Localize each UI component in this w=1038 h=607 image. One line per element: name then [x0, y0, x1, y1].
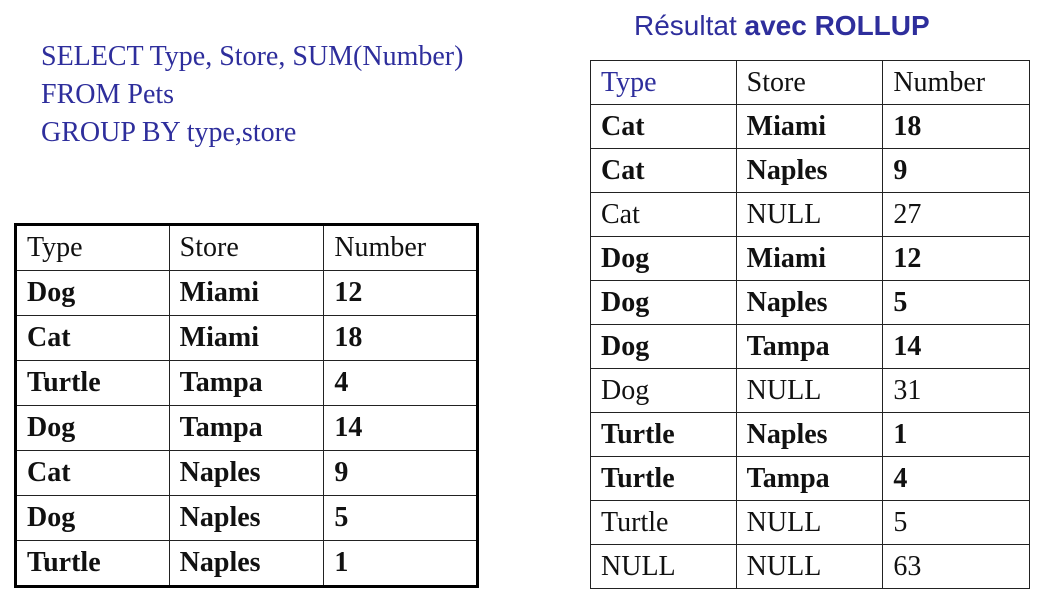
sql-line-select: SELECT Type, Store, SUM(Number): [41, 41, 464, 72]
cell-store: Naples: [168, 450, 325, 496]
cell-number: 18: [323, 315, 478, 361]
cell-store: Tampa: [735, 324, 884, 369]
result-title-suffix: avec ROLLUP: [744, 10, 930, 41]
cell-number: 5: [882, 500, 1030, 545]
table-header-row: Type Store Number: [15, 224, 478, 271]
table-row-subtotal: Dog NULL 31: [590, 368, 1030, 413]
cell-number: 14: [882, 324, 1030, 369]
sql-line-from: FROM Pets: [41, 79, 175, 110]
column-header-number: Number: [882, 60, 1030, 105]
cell-number: 31: [882, 368, 1030, 413]
cell-number: 9: [882, 148, 1030, 193]
cell-store: Naples: [168, 540, 325, 587]
cell-type: Dog: [590, 368, 737, 413]
table-row: Cat Miami 18: [15, 315, 478, 361]
cell-store: Naples: [168, 495, 325, 541]
cell-type: Dog: [15, 495, 170, 541]
cell-store: Naples: [735, 280, 884, 325]
cell-number: 5: [323, 495, 478, 541]
cell-store: Naples: [735, 148, 884, 193]
cell-store: Tampa: [168, 405, 325, 451]
cell-type: Dog: [590, 236, 737, 281]
column-header-type: Type: [590, 60, 737, 105]
cell-type: Turtle: [590, 456, 737, 501]
table-row: Dog Tampa 14: [590, 324, 1030, 369]
cell-number: 18: [882, 104, 1030, 149]
table-row: Dog Tampa 14: [15, 405, 478, 451]
cell-type: Turtle: [590, 500, 737, 545]
cell-store: Naples: [735, 412, 884, 457]
table-row: Turtle Tampa 4: [15, 360, 478, 406]
cell-store: NULL: [735, 368, 884, 413]
table-row: Dog Naples 5: [590, 280, 1030, 325]
column-header-store: Store: [168, 224, 325, 271]
sql-line-groupby: GROUP BY type,store: [41, 117, 297, 148]
cell-type: Dog: [15, 270, 170, 316]
cell-number: 12: [323, 270, 478, 316]
table-row-grand-total: NULL NULL 63: [590, 544, 1030, 589]
table-row: Cat Naples 9: [590, 148, 1030, 193]
cell-number: 5: [882, 280, 1030, 325]
cell-type: Dog: [590, 324, 737, 369]
column-header-store: Store: [735, 60, 884, 105]
table-row: Turtle Naples 1: [15, 540, 478, 587]
cell-store: NULL: [735, 500, 884, 545]
column-header-number: Number: [323, 224, 478, 271]
cell-number: 9: [323, 450, 478, 496]
table-row: Dog Miami 12: [15, 270, 478, 316]
cell-store: Miami: [735, 236, 884, 281]
cell-type: Cat: [15, 315, 170, 361]
cell-type: Cat: [590, 104, 737, 149]
table-header-row: Type Store Number: [590, 60, 1030, 105]
cell-type: NULL: [590, 544, 737, 589]
column-header-type: Type: [15, 224, 170, 271]
cell-type: Cat: [590, 148, 737, 193]
cell-store: Tampa: [168, 360, 325, 406]
cell-type: Dog: [15, 405, 170, 451]
cell-number: 1: [882, 412, 1030, 457]
result-title-prefix: Résultat: [634, 10, 737, 41]
cell-store: NULL: [735, 544, 884, 589]
result-title: Résultat avec ROLLUP: [634, 10, 930, 42]
table-row-subtotal: Turtle NULL 5: [590, 500, 1030, 545]
table-row-subtotal: Cat NULL 27: [590, 192, 1030, 237]
cell-number: 14: [323, 405, 478, 451]
cell-number: 1: [323, 540, 478, 587]
table-row: Turtle Naples 1: [590, 412, 1030, 457]
sql-query: SELECT Type, Store, SUM(Number) FROM Pet…: [41, 38, 463, 152]
table-row: Turtle Tampa 4: [590, 456, 1030, 501]
cell-type: Turtle: [590, 412, 737, 457]
cell-store: Tampa: [735, 456, 884, 501]
cell-type: Dog: [590, 280, 737, 325]
cell-number: 4: [882, 456, 1030, 501]
cell-number: 4: [323, 360, 478, 406]
cell-store: Miami: [168, 270, 325, 316]
cell-store: Miami: [168, 315, 325, 361]
group-by-result-table: Type Store Number Dog Miami 12 Cat Miami…: [14, 223, 479, 588]
cell-store: NULL: [735, 192, 884, 237]
cell-type: Turtle: [15, 540, 170, 587]
table-row: Cat Naples 9: [15, 450, 478, 496]
table-row: Cat Miami 18: [590, 104, 1030, 149]
cell-number: 27: [882, 192, 1030, 237]
cell-number: 12: [882, 236, 1030, 281]
table-row: Dog Miami 12: [590, 236, 1030, 281]
cell-number: 63: [882, 544, 1030, 589]
rollup-result-table: Type Store Number Cat Miami 18 Cat Naple…: [590, 60, 1030, 589]
table-row: Dog Naples 5: [15, 495, 478, 541]
cell-store: Miami: [735, 104, 884, 149]
cell-type: Cat: [590, 192, 737, 237]
cell-type: Cat: [15, 450, 170, 496]
cell-type: Turtle: [15, 360, 170, 406]
